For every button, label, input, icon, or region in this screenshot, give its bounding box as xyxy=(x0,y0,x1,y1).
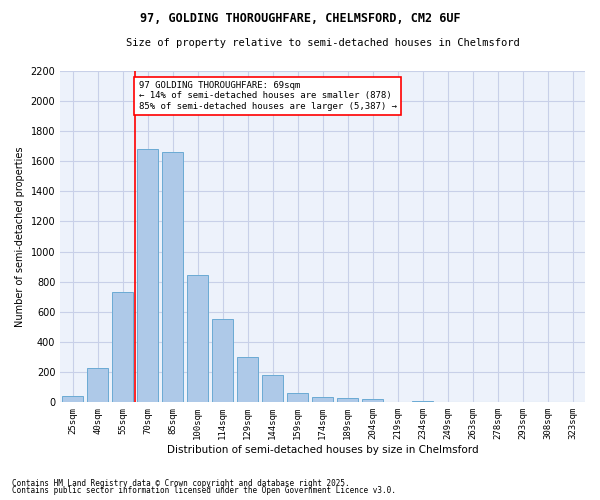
Text: 97, GOLDING THOROUGHFARE, CHELMSFORD, CM2 6UF: 97, GOLDING THOROUGHFARE, CHELMSFORD, CM… xyxy=(140,12,460,26)
Bar xyxy=(287,392,308,402)
Bar xyxy=(62,396,83,402)
Bar xyxy=(112,292,133,403)
Bar xyxy=(137,149,158,403)
X-axis label: Distribution of semi-detached houses by size in Chelmsford: Distribution of semi-detached houses by … xyxy=(167,445,478,455)
Bar xyxy=(362,400,383,402)
Bar xyxy=(262,375,283,402)
Bar xyxy=(412,401,433,402)
Bar xyxy=(162,152,183,403)
Bar xyxy=(212,318,233,402)
Text: Contains HM Land Registry data © Crown copyright and database right 2025.: Contains HM Land Registry data © Crown c… xyxy=(12,478,350,488)
Bar xyxy=(187,275,208,402)
Text: 97 GOLDING THOROUGHFARE: 69sqm
← 14% of semi-detached houses are smaller (878)
8: 97 GOLDING THOROUGHFARE: 69sqm ← 14% of … xyxy=(139,81,397,111)
Y-axis label: Number of semi-detached properties: Number of semi-detached properties xyxy=(15,146,25,326)
Title: Size of property relative to semi-detached houses in Chelmsford: Size of property relative to semi-detach… xyxy=(126,38,520,48)
Bar xyxy=(87,368,108,402)
Bar xyxy=(337,398,358,402)
Bar xyxy=(237,357,258,403)
Text: Contains public sector information licensed under the Open Government Licence v3: Contains public sector information licen… xyxy=(12,486,396,495)
Bar xyxy=(312,396,333,402)
